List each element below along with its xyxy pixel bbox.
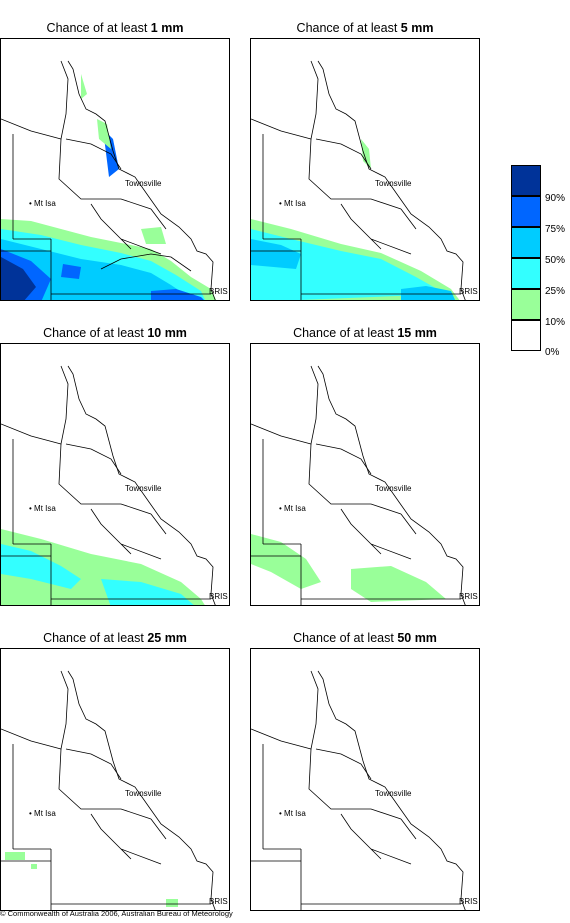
map-50mm: Townsville • Mt Isa BRIS: [250, 648, 480, 911]
legend-swatch-25: [511, 258, 541, 289]
map-outlines: [1, 60, 216, 300]
panel-title: Chance of at least 50 mm: [293, 631, 437, 645]
map-15mm: Townsville • Mt Isa BRIS: [250, 343, 480, 606]
rain-probability-overlay: [1, 529, 205, 605]
legend-label-75: 75%: [545, 224, 566, 235]
place-label-bris: BRIS: [459, 897, 478, 906]
place-label-townsville: Townsville: [125, 179, 162, 188]
panel-title: Chance of at least 1 mm: [46, 21, 184, 35]
map-1mm: Townsville • Mt Isa BRIS: [0, 38, 230, 301]
place-label-bris: BRIS: [209, 592, 228, 601]
map-outlines: [1, 670, 216, 910]
legend-swatch-0: [511, 320, 541, 351]
legend-label-10: 10%: [545, 317, 566, 328]
panel-title: Chance of at least 5 mm: [296, 21, 434, 35]
place-label-townsville: Townsville: [125, 484, 162, 493]
map-25mm: Townsville • Mt Isa BRIS: [0, 648, 230, 911]
place-label-bris: BRIS: [459, 592, 478, 601]
legend-label-25: 25%: [545, 286, 566, 297]
panel-title: Chance of at least 10 mm: [43, 326, 187, 340]
map-5mm: Townsville • Mt Isa BRIS: [250, 38, 480, 301]
rain-probability-overlay: [251, 139, 460, 300]
legend-label-90: 90%: [545, 193, 566, 204]
legend-label-50: 50%: [545, 255, 566, 266]
rain-probability-overlay: [251, 534, 446, 602]
rain-probability-overlay: [1, 74, 217, 300]
panel-title: Chance of at least 25 mm: [43, 631, 187, 645]
legend-swatch-75: [511, 196, 541, 227]
legend-swatch-50: [511, 227, 541, 258]
legend-label-0: 0%: [545, 347, 560, 358]
place-label-bris: BRIS: [209, 897, 228, 906]
map-outlines: [251, 60, 466, 300]
place-label-bris: BRIS: [459, 287, 478, 296]
place-label-mt-isa: • Mt Isa: [279, 809, 306, 818]
place-label-mt-isa: • Mt Isa: [279, 199, 306, 208]
panel-title: Chance of at least 15 mm: [293, 326, 437, 340]
legend-swatch-90: [511, 165, 541, 196]
map-10mm: Townsville • Mt Isa BRIS: [0, 343, 230, 606]
place-label-mt-isa: • Mt Isa: [29, 504, 56, 513]
place-label-mt-isa: • Mt Isa: [29, 199, 56, 208]
rain-probability-overlay: [5, 852, 178, 907]
copyright-notice: © Commonwealth of Australia 2006, Austra…: [0, 909, 233, 918]
map-outlines: [251, 670, 466, 910]
place-label-townsville: Townsville: [375, 789, 412, 798]
place-label-bris: BRIS: [209, 287, 228, 296]
place-label-townsville: Townsville: [375, 484, 412, 493]
place-label-mt-isa: • Mt Isa: [29, 809, 56, 818]
map-outlines: [1, 365, 216, 605]
map-outlines: [251, 365, 466, 605]
place-label-townsville: Townsville: [125, 789, 162, 798]
place-label-townsville: Townsville: [375, 179, 412, 188]
legend-swatch-10: [511, 289, 541, 320]
place-label-mt-isa: • Mt Isa: [279, 504, 306, 513]
probability-legend: 90% 75% 50% 25% 10% 0%: [511, 165, 566, 358]
